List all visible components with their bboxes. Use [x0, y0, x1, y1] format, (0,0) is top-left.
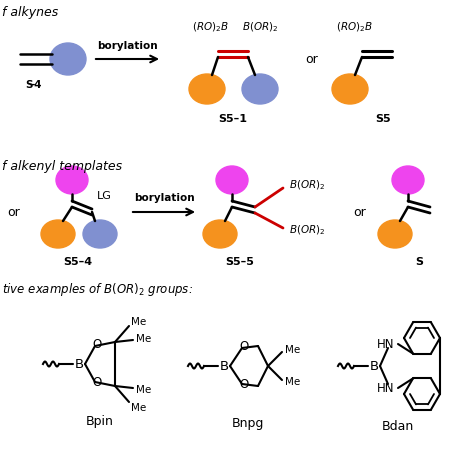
- Text: B: B: [369, 359, 379, 373]
- Text: $B(OR)_2$: $B(OR)_2$: [289, 223, 326, 237]
- Text: borylation: borylation: [97, 41, 157, 51]
- Text: O: O: [92, 338, 101, 352]
- Text: Bpin: Bpin: [86, 416, 114, 428]
- Ellipse shape: [189, 74, 225, 104]
- Text: Me: Me: [131, 403, 146, 413]
- Text: or: or: [354, 206, 366, 219]
- Text: f alkenyl templates: f alkenyl templates: [2, 159, 122, 173]
- Text: $(RO)_2B$: $(RO)_2B$: [336, 20, 373, 34]
- Text: or: or: [306, 53, 319, 65]
- Ellipse shape: [203, 220, 237, 248]
- Ellipse shape: [50, 43, 86, 75]
- Text: S: S: [25, 80, 33, 90]
- Text: HN: HN: [377, 337, 395, 350]
- Ellipse shape: [392, 166, 424, 194]
- Text: $B(OR)_2$: $B(OR)_2$: [289, 178, 326, 192]
- Ellipse shape: [242, 74, 278, 104]
- Ellipse shape: [332, 74, 368, 104]
- Text: Me: Me: [285, 345, 300, 355]
- Ellipse shape: [83, 220, 117, 248]
- Text: Me: Me: [131, 317, 146, 327]
- Ellipse shape: [378, 220, 412, 248]
- Text: HN: HN: [377, 382, 395, 394]
- Text: tive examples of $B(OR)_2$ groups:: tive examples of $B(OR)_2$ groups:: [2, 282, 193, 299]
- Text: S5: S5: [375, 114, 391, 124]
- Ellipse shape: [216, 166, 248, 194]
- Text: f alkynes: f alkynes: [2, 6, 58, 18]
- Text: B: B: [219, 359, 228, 373]
- Text: S5–4: S5–4: [64, 257, 92, 267]
- Text: borylation: borylation: [134, 193, 194, 203]
- Ellipse shape: [41, 220, 75, 248]
- Text: S5–1: S5–1: [219, 114, 247, 124]
- Text: LG: LG: [97, 191, 111, 201]
- Text: O: O: [239, 340, 249, 354]
- Text: O: O: [92, 376, 101, 390]
- Text: –4: –4: [30, 80, 43, 90]
- Text: S: S: [415, 257, 423, 267]
- Text: $B(OR)_2$: $B(OR)_2$: [242, 20, 278, 34]
- Text: or: or: [8, 206, 20, 219]
- Text: S5–5: S5–5: [226, 257, 255, 267]
- Text: $(RO)_2B$: $(RO)_2B$: [191, 20, 228, 34]
- Text: B: B: [74, 357, 83, 371]
- Text: Me: Me: [136, 334, 151, 344]
- Text: O: O: [239, 379, 249, 392]
- Text: Bnpg: Bnpg: [232, 418, 264, 430]
- Text: Me: Me: [136, 385, 151, 395]
- Text: Bdan: Bdan: [382, 419, 414, 432]
- Ellipse shape: [56, 166, 88, 194]
- Text: Me: Me: [285, 377, 300, 387]
